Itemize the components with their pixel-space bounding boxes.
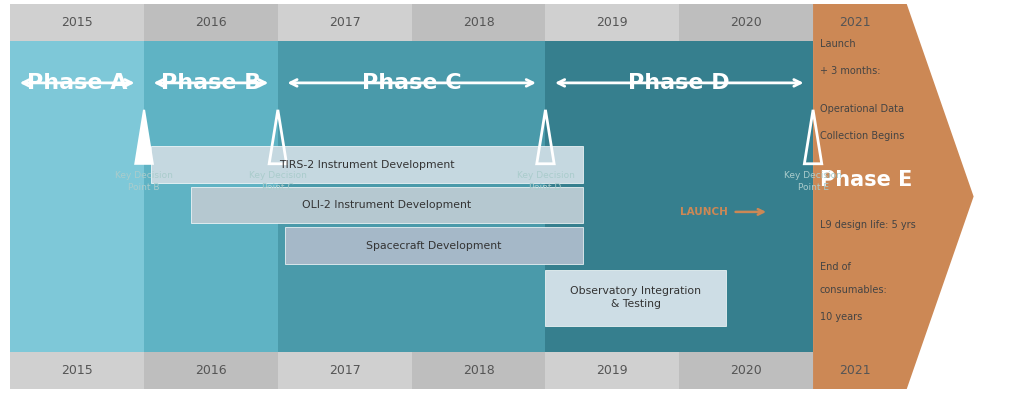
Bar [144, 4, 278, 40]
Text: 2017: 2017 [329, 16, 360, 29]
Text: 2017: 2017 [329, 364, 360, 377]
Text: Launch: Launch [820, 39, 855, 49]
Bar [10, 40, 144, 353]
Text: Phase E: Phase E [820, 169, 912, 189]
Bar [679, 4, 813, 40]
Bar [546, 4, 679, 40]
Bar [546, 270, 726, 325]
Bar [679, 353, 813, 389]
Text: 2018: 2018 [463, 364, 495, 377]
Text: Phase D: Phase D [629, 73, 730, 93]
Text: 2020: 2020 [730, 16, 762, 29]
Text: Key Decision
Point E: Key Decision Point E [784, 171, 842, 191]
Bar [546, 353, 679, 389]
Text: Key Decision
Point B: Key Decision Point B [115, 171, 173, 191]
Text: Phase A: Phase A [27, 73, 127, 93]
Text: 2020: 2020 [730, 364, 762, 377]
Bar [285, 227, 583, 264]
Bar [10, 4, 144, 40]
Text: Key Decision
Point D: Key Decision Point D [516, 171, 574, 191]
Bar [151, 147, 583, 183]
Text: Operational Data: Operational Data [820, 104, 904, 114]
Text: 2016: 2016 [196, 16, 226, 29]
Text: OLI-2 Instrument Development: OLI-2 Instrument Development [302, 200, 471, 210]
Text: 2021: 2021 [839, 16, 870, 29]
Bar [813, 4, 896, 40]
Bar [546, 40, 813, 353]
Text: 2019: 2019 [597, 364, 628, 377]
Text: LAUNCH: LAUNCH [680, 207, 727, 217]
Text: 2015: 2015 [61, 16, 93, 29]
Bar [412, 4, 546, 40]
Polygon shape [135, 110, 153, 164]
Text: 2018: 2018 [463, 16, 495, 29]
Bar [278, 40, 546, 353]
Text: 2015: 2015 [61, 364, 93, 377]
Text: + 3 months:: + 3 months: [820, 66, 881, 75]
Polygon shape [813, 4, 974, 389]
Text: Spacecraft Development: Spacecraft Development [366, 241, 502, 251]
Text: 10 years: 10 years [820, 312, 862, 322]
Text: Phase B: Phase B [161, 73, 261, 93]
Text: End of: End of [820, 262, 851, 272]
Text: Phase C: Phase C [361, 73, 462, 93]
Text: 2016: 2016 [196, 364, 226, 377]
Text: Collection Begins: Collection Begins [820, 131, 904, 141]
Text: TIRS-2 Instrument Development: TIRS-2 Instrument Development [280, 160, 455, 170]
Bar [144, 40, 278, 353]
Text: L9 design life: 5 yrs: L9 design life: 5 yrs [820, 220, 915, 230]
Bar [278, 4, 412, 40]
Bar [10, 353, 144, 389]
Bar [278, 353, 412, 389]
Bar [190, 187, 583, 224]
Bar [144, 353, 278, 389]
Text: Key Decision
Point C: Key Decision Point C [249, 171, 307, 191]
Text: 2021: 2021 [839, 364, 870, 377]
Text: Observatory Integration
& Testing: Observatory Integration & Testing [570, 286, 701, 309]
Text: 2019: 2019 [597, 16, 628, 29]
Text: consumables:: consumables: [820, 285, 888, 295]
Bar [412, 353, 546, 389]
Bar [813, 353, 896, 389]
